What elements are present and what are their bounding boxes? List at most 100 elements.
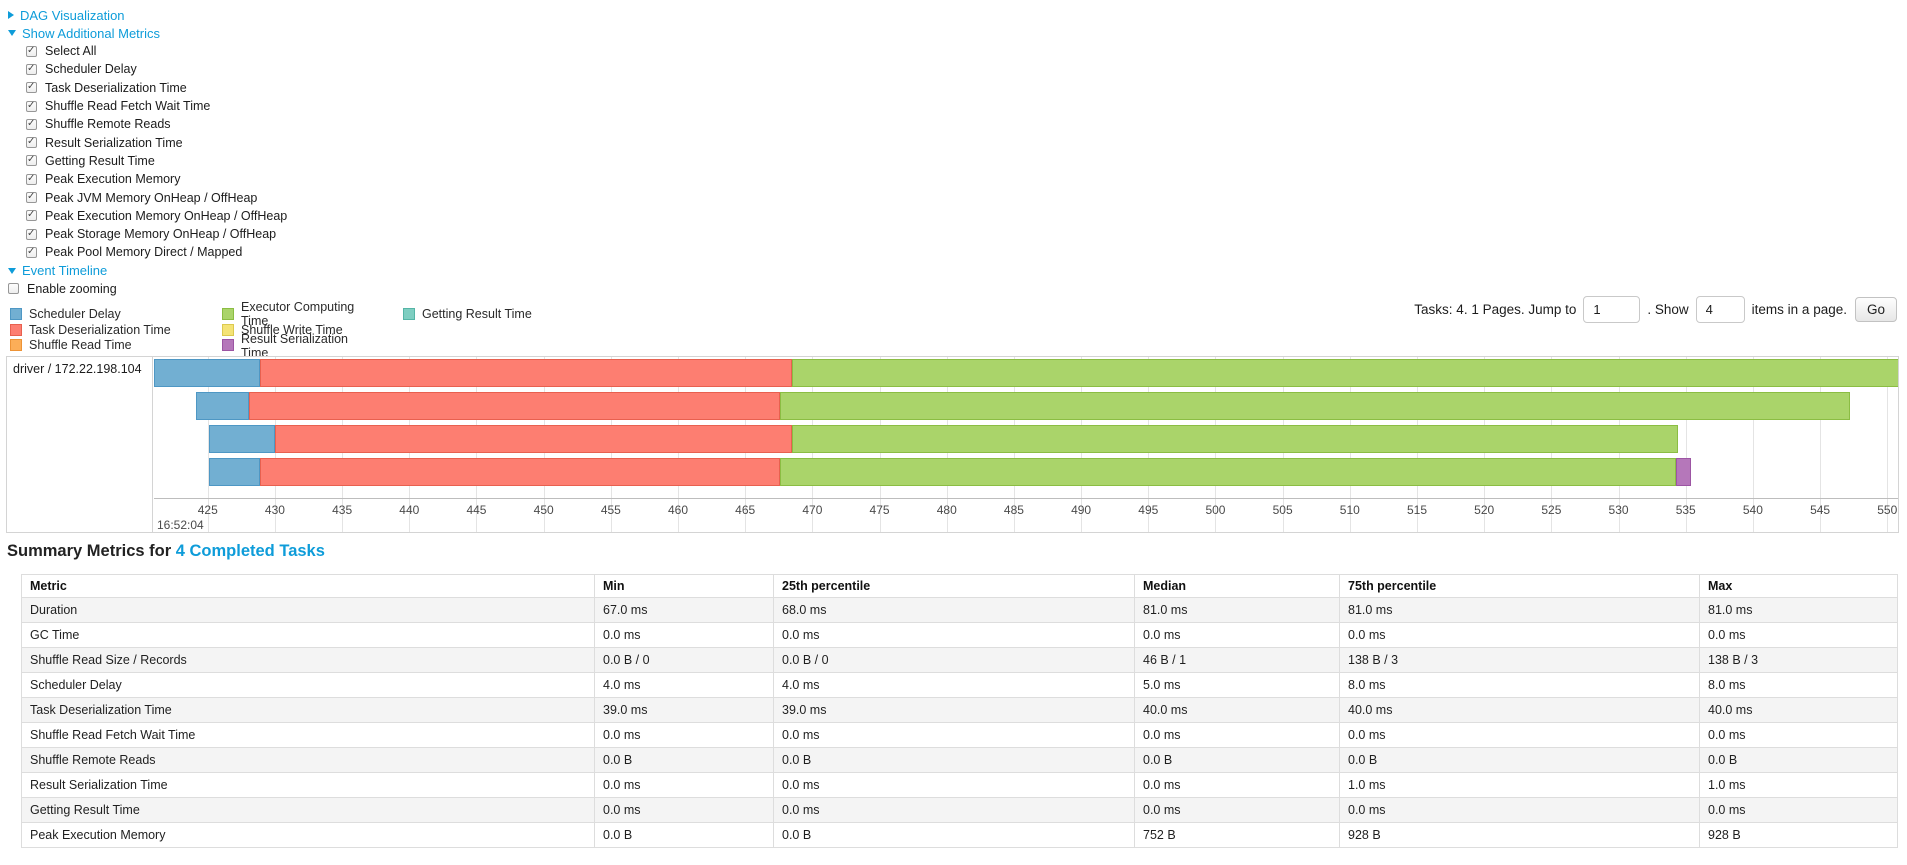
table-row: Getting Result Time 0.0 ms 0.0 ms 0.0 ms 0.0… bbox=[21, 797, 1898, 823]
metric-checkbox-row[interactable]: Peak JVM Memory OnHeap / OffHeap bbox=[26, 188, 287, 206]
metric-value-cell: 0.0 B bbox=[773, 822, 1135, 848]
axis-time-label: 16:52:04 bbox=[157, 518, 204, 532]
metric-name-cell: Shuffle Remote Reads bbox=[21, 747, 595, 773]
metric-checkbox-row[interactable]: Task Deserialization Time bbox=[26, 79, 287, 97]
metric-checkbox-row[interactable]: Peak Storage Memory OnHeap / OffHeap bbox=[26, 225, 287, 243]
dag-visualization-label: DAG Visualization bbox=[20, 7, 125, 23]
metric-checkbox-row[interactable]: Shuffle Remote Reads bbox=[26, 115, 287, 133]
metric-value-cell: 39.0 ms bbox=[773, 697, 1135, 723]
enable-zooming-checkbox[interactable] bbox=[8, 283, 19, 295]
timeline-task-row bbox=[154, 359, 1898, 387]
checkbox-checked-icon[interactable] bbox=[26, 81, 37, 94]
metric-name-cell: Task Deserialization Time bbox=[21, 697, 595, 723]
axis-tick-label: 465 bbox=[735, 503, 756, 517]
axis-tick-label: 470 bbox=[802, 503, 823, 517]
metric-name-cell: Duration bbox=[21, 597, 595, 623]
checkbox-checked-icon[interactable] bbox=[26, 173, 37, 185]
metric-name-cell: Result Serialization Time bbox=[21, 772, 595, 798]
metric-checkbox-row[interactable]: Scheduler Delay bbox=[26, 60, 287, 78]
metric-value-cell: 0.0 ms bbox=[594, 772, 774, 798]
timeline-segment bbox=[209, 458, 261, 486]
go-button[interactable]: Go bbox=[1854, 296, 1897, 322]
items-per-page-input[interactable] bbox=[1695, 295, 1745, 323]
axis-tick-label: 425 bbox=[197, 503, 218, 517]
metric-value-cell: 0.0 B bbox=[1339, 747, 1700, 773]
metric-value-cell: 81.0 ms bbox=[1134, 597, 1340, 623]
summary-metrics-table: Metric Min 25th percentile Median 75th perce… bbox=[21, 574, 1898, 848]
enable-zooming-label: Enable zooming bbox=[27, 281, 117, 296]
column-header: 25th percentile bbox=[773, 574, 1135, 598]
legend-item: Scheduler Delay bbox=[10, 306, 196, 322]
metric-value-cell: 0.0 ms bbox=[1134, 722, 1340, 748]
table-body: Duration 67.0 ms 68.0 ms 81.0 ms 81.0 ms 81.0… bbox=[21, 597, 1898, 848]
metric-value-cell: 928 B bbox=[1699, 822, 1898, 848]
legend-label: Getting Result Time bbox=[422, 306, 532, 321]
metric-checkbox-row[interactable]: Result Serialization Time bbox=[26, 133, 287, 151]
metric-checkbox-row[interactable]: Peak Execution Memory OnHeap / OffHeap bbox=[26, 207, 287, 225]
checkbox-checked-icon[interactable] bbox=[26, 228, 37, 240]
checkbox-checked-icon[interactable] bbox=[26, 45, 37, 57]
metric-checkbox-label: Shuffle Remote Reads bbox=[45, 117, 171, 132]
metric-value-cell: 0.0 B / 0 bbox=[594, 647, 774, 673]
task-pagination: Tasks: 4. 1 Pages. Jump to . Show items … bbox=[1414, 294, 1897, 324]
checkbox-checked-icon[interactable] bbox=[26, 246, 37, 258]
metric-value-cell: 0.0 ms bbox=[1699, 797, 1898, 823]
show-additional-metrics-toggle[interactable]: Show Additional Metrics bbox=[8, 24, 287, 42]
legend-swatch-icon bbox=[10, 339, 22, 352]
axis-tick-label: 435 bbox=[332, 503, 353, 517]
checkbox-checked-icon[interactable] bbox=[26, 63, 37, 75]
axis-tick-label: 480 bbox=[936, 503, 957, 517]
axis-tick-label: 545 bbox=[1810, 503, 1831, 517]
jump-to-page-input[interactable] bbox=[1583, 295, 1641, 323]
checkbox-checked-icon[interactable] bbox=[26, 118, 37, 130]
dag-visualization-toggle[interactable]: DAG Visualization bbox=[8, 6, 287, 24]
timeline-segment bbox=[260, 458, 781, 486]
chevron-down-icon bbox=[8, 30, 16, 36]
axis-tick-label: 430 bbox=[264, 503, 285, 517]
checkbox-checked-icon[interactable] bbox=[26, 209, 37, 222]
metric-checkbox-row[interactable]: Select All bbox=[26, 42, 287, 60]
pagination-summary-text: Tasks: 4. 1 Pages. Jump to bbox=[1414, 301, 1577, 317]
checkbox-checked-icon[interactable] bbox=[26, 191, 37, 204]
summary-title-text: Summary Metrics for bbox=[7, 542, 176, 560]
grid-line bbox=[207, 357, 209, 532]
table-row: Shuffle Remote Reads 0.0 B 0.0 B 0.0 B 0.0 B… bbox=[21, 747, 1898, 773]
metric-checkbox-row[interactable]: Peak Pool Memory Direct / Mapped bbox=[26, 243, 287, 261]
axis-tick-label: 490 bbox=[1071, 503, 1092, 517]
legend-swatch-icon bbox=[403, 307, 415, 320]
event-timeline-toggle[interactable]: Event Timeline bbox=[8, 262, 287, 280]
legend-column: Executor Computing Time Shuffle Write Tim… bbox=[222, 300, 377, 360]
checkbox-checked-icon[interactable] bbox=[26, 100, 37, 112]
table-row: Scheduler Delay 4.0 ms 4.0 ms 5.0 ms 8.0 ms 8… bbox=[21, 672, 1898, 698]
completed-tasks-link[interactable]: 4 Completed Tasks bbox=[175, 542, 325, 560]
checkbox-checked-icon[interactable] bbox=[26, 136, 37, 149]
axis-tick-label: 515 bbox=[1406, 503, 1428, 517]
timeline-canvas: 16:52:04 425 430 435 440 445 450 455 460 465 470 4… bbox=[154, 357, 1898, 532]
metric-value-cell: 0.0 ms bbox=[594, 797, 774, 823]
metric-value-cell: 1.0 ms bbox=[1339, 772, 1700, 798]
timeline-segment bbox=[1676, 458, 1692, 486]
metric-name-cell: Peak Execution Memory bbox=[21, 822, 595, 848]
timeline-task-row bbox=[154, 425, 1898, 453]
table-row: Peak Execution Memory 0.0 B 0.0 B 752 B 928 … bbox=[21, 822, 1898, 848]
metric-checkbox-row[interactable]: Peak Execution Memory bbox=[26, 170, 287, 188]
metric-value-cell: 4.0 ms bbox=[773, 672, 1135, 698]
enable-zooming-checkbox-row[interactable]: Enable zooming bbox=[8, 280, 287, 298]
metric-checkbox-label: Peak Pool Memory Direct / Mapped bbox=[45, 245, 243, 260]
column-header: 75th percentile bbox=[1339, 574, 1700, 598]
metric-value-cell: 0.0 ms bbox=[1699, 622, 1898, 648]
metric-checkbox-row[interactable]: Shuffle Read Fetch Wait Time bbox=[26, 97, 287, 115]
checkbox-checked-icon[interactable] bbox=[26, 154, 37, 167]
metric-value-cell: 0.0 ms bbox=[1339, 797, 1700, 823]
grid-line bbox=[1820, 357, 1822, 532]
metric-checkbox-list: Select All Scheduler Delay Task Deserializ… bbox=[26, 42, 287, 262]
metric-checkbox-row[interactable]: Getting Result Time bbox=[26, 152, 287, 170]
metric-value-cell: 138 B / 3 bbox=[1339, 647, 1700, 673]
table-row: Shuffle Read Fetch Wait Time 0.0 ms 0.0 ms… bbox=[21, 722, 1898, 748]
legend-column: Scheduler Delay Task Deserialization Time… bbox=[10, 306, 196, 353]
metric-value-cell: 81.0 ms bbox=[1339, 597, 1700, 623]
metric-value-cell: 0.0 ms bbox=[594, 722, 774, 748]
metric-value-cell: 0.0 ms bbox=[1134, 797, 1340, 823]
metric-value-cell: 8.0 ms bbox=[1699, 672, 1898, 698]
metric-checkbox-label: Shuffle Read Fetch Wait Time bbox=[45, 99, 211, 114]
